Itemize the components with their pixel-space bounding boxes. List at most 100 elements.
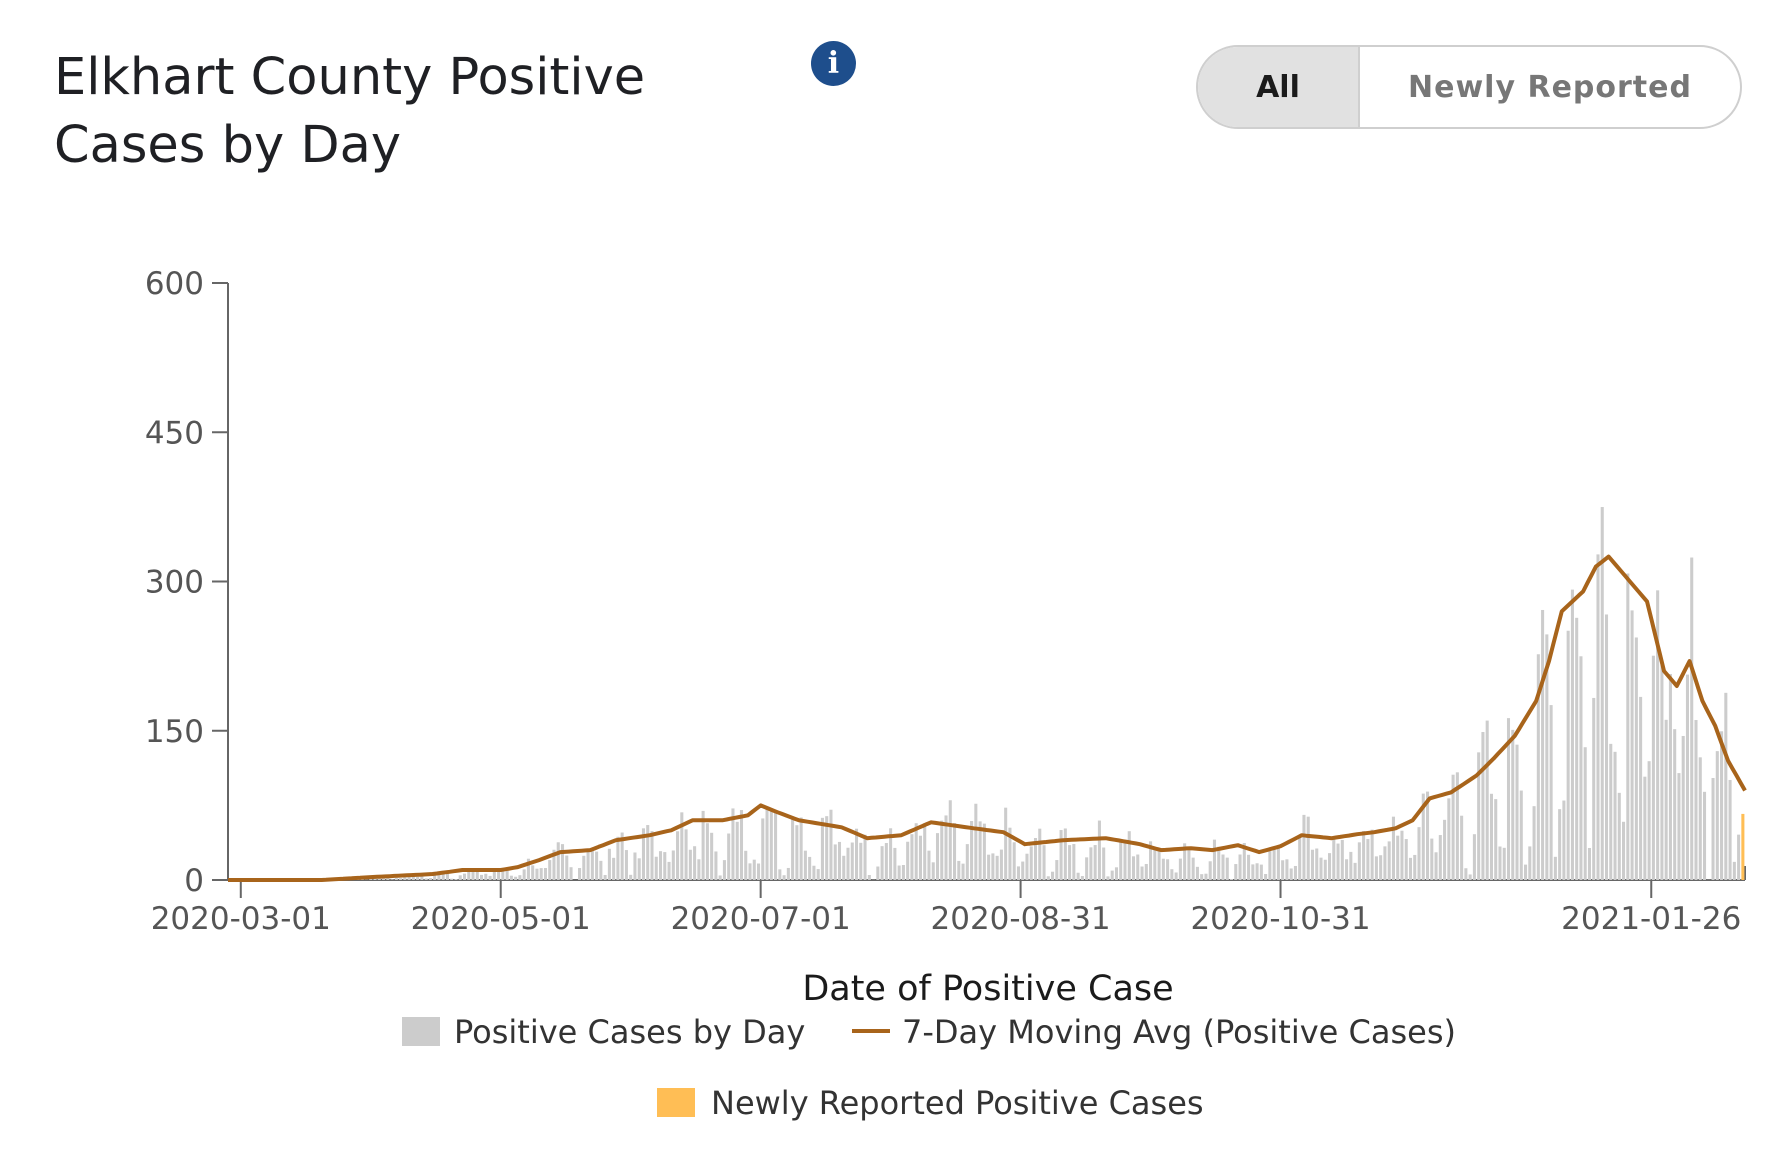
- daily-bar: [1604, 614, 1609, 880]
- daily-bar: [1541, 609, 1545, 880]
- daily-bar: [1587, 847, 1591, 880]
- daily-bar: [897, 865, 901, 880]
- daily-bar: [582, 855, 586, 880]
- daily-bar: [1140, 866, 1144, 880]
- daily-bar: [1234, 864, 1238, 880]
- daily-bar: [1349, 851, 1353, 880]
- daily-bar: [407, 875, 411, 880]
- daily-bar: [1063, 828, 1067, 880]
- daily-bar: [646, 825, 650, 880]
- daily-bar: [1408, 857, 1413, 880]
- daily-bar: [1093, 845, 1097, 880]
- daily-bar: [505, 869, 509, 880]
- daily-bar: [1400, 830, 1404, 880]
- daily-bar: [1455, 772, 1459, 880]
- daily-bar: [1609, 743, 1613, 880]
- daily-bar: [1097, 820, 1101, 880]
- daily-bar: [450, 878, 454, 880]
- daily-bar: [748, 863, 752, 880]
- daily-bar: [1012, 842, 1016, 880]
- daily-bar: [855, 828, 859, 880]
- daily-bar: [1238, 854, 1242, 880]
- daily-bar: [1289, 868, 1293, 880]
- daily-bar: [1404, 839, 1408, 880]
- daily-bar: [386, 877, 390, 880]
- info-icon[interactable]: i: [811, 41, 856, 86]
- daily-bar: [1281, 860, 1285, 880]
- daily-bar: [1639, 696, 1643, 880]
- daily-bar: [1072, 844, 1076, 880]
- daily-bar: [940, 820, 944, 880]
- daily-bar: [1276, 847, 1280, 880]
- daily-bar: [552, 849, 556, 880]
- daily-bar: [1149, 841, 1153, 880]
- daily-bar: [676, 831, 680, 880]
- legend-swatch-bars: [402, 1017, 440, 1046]
- daily-bar: [1596, 554, 1600, 880]
- legend-swatch-newly-reported: [657, 1088, 695, 1117]
- daily-bar: [1119, 839, 1123, 880]
- daily-bar: [522, 869, 526, 880]
- daily-bar: [1033, 838, 1038, 880]
- daily-bar: [1494, 799, 1498, 880]
- daily-bar: [1131, 856, 1136, 880]
- legend-label-bars: Positive Cases by Day: [454, 1013, 805, 1051]
- daily-bar: [999, 849, 1003, 880]
- daily-bar: [1647, 761, 1651, 880]
- daily-bar: [658, 851, 663, 880]
- daily-bar: [914, 823, 918, 880]
- daily-bar: [1285, 859, 1289, 880]
- daily-bar: [1600, 507, 1604, 880]
- daily-bar: [1715, 751, 1719, 880]
- daily-bar: [1391, 816, 1395, 880]
- daily-bar: [889, 828, 893, 880]
- daily-bar: [1711, 778, 1715, 880]
- daily-bar: [1438, 835, 1442, 880]
- daily-bar: [1183, 843, 1187, 880]
- daily-bar: [1225, 857, 1229, 880]
- daily-bar: [637, 858, 641, 880]
- daily-bar: [987, 854, 991, 880]
- daily-bar: [445, 873, 449, 880]
- daily-bar: [599, 860, 603, 880]
- daily-bar: [1323, 859, 1327, 880]
- toggle-all-button[interactable]: All: [1198, 47, 1360, 127]
- daily-bar: [543, 868, 547, 880]
- daily-bar: [1460, 815, 1464, 880]
- daily-bar: [680, 812, 684, 880]
- daily-bar: [697, 859, 701, 880]
- daily-bar: [1353, 862, 1357, 880]
- y-tick-label: 450: [145, 415, 204, 451]
- daily-bar: [1370, 829, 1374, 880]
- daily-bar: [424, 878, 428, 880]
- daily-bar: [744, 850, 748, 880]
- daily-bar: [480, 874, 484, 880]
- daily-bar: [1383, 846, 1387, 880]
- toggle-newly-reported-button[interactable]: Newly Reported: [1408, 69, 1692, 105]
- daily-bar: [688, 849, 692, 880]
- moving-average-line: [228, 554, 1747, 882]
- daily-bar: [1144, 863, 1148, 880]
- daily-bar: [1698, 757, 1702, 880]
- daily-bar: [654, 856, 658, 880]
- daily-bar: [1157, 848, 1161, 880]
- daily-bar: [995, 855, 999, 880]
- daily-bar: [803, 850, 807, 880]
- daily-bar: [663, 852, 667, 880]
- daily-bar: [1511, 729, 1515, 880]
- x-tick-label: 2020-08-31: [931, 901, 1111, 937]
- daily-bar: [1396, 835, 1400, 880]
- daily-bar: [1702, 791, 1707, 880]
- daily-bar: [786, 867, 790, 880]
- daily-bar: [731, 808, 735, 880]
- daily-bar: [1690, 557, 1694, 880]
- daily-bar: [565, 855, 569, 880]
- daily-bar: [1583, 747, 1587, 880]
- daily-bar: [756, 863, 761, 880]
- daily-bar: [671, 850, 675, 880]
- y-tick-label: 600: [145, 266, 204, 302]
- daily-bar: [1298, 836, 1302, 880]
- daily-bar: [620, 832, 624, 880]
- daily-bar: [1447, 798, 1451, 880]
